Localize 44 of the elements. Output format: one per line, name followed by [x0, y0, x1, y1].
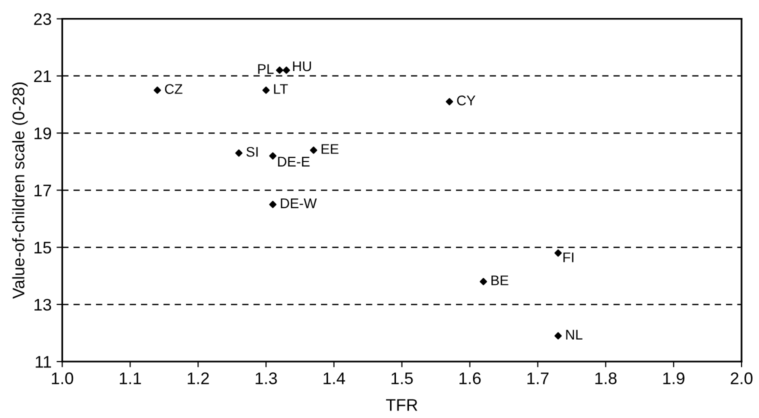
x-tick-label: 2.0	[730, 372, 752, 384]
point	[480, 278, 488, 286]
annotation: HU	[293, 61, 311, 72]
x-axis-title: TFR	[386, 399, 418, 411]
point	[554, 249, 562, 257]
annotation: PL	[258, 64, 274, 74]
y-tick-label: 19	[34, 127, 52, 140]
point	[269, 200, 276, 208]
point	[154, 86, 161, 94]
y-tick-label: 21	[34, 70, 52, 82]
point	[554, 332, 562, 340]
y-tick-label: 11	[36, 356, 52, 368]
point	[269, 152, 276, 160]
y-tick-label: 15	[34, 242, 52, 254]
x-tick-label: 1.8	[595, 372, 617, 384]
y-tick-label: 17	[34, 184, 51, 196]
annotation: LT	[274, 84, 288, 94]
point	[262, 86, 270, 94]
annotation: BE	[491, 276, 508, 286]
annotation: SI	[246, 146, 258, 157]
annotation: EE	[322, 144, 338, 154]
point	[310, 146, 318, 154]
y-tick-label: 23	[34, 13, 52, 26]
point	[282, 66, 290, 74]
x-tick-label: 1.5	[392, 372, 413, 384]
y-axis-title: Value-of-children scale (0-28)	[12, 82, 28, 299]
x-tick-label: 1.1	[120, 372, 141, 384]
x-tick-label: 1.6	[460, 372, 481, 384]
annotation: CZ	[164, 84, 182, 94]
x-tick-label: 1.0	[52, 372, 74, 384]
x-tick-label: 1.4	[324, 372, 346, 384]
annotation: DE-E	[278, 156, 310, 166]
point	[235, 149, 242, 157]
annotation: DE-W	[280, 198, 317, 208]
x-tick-label: 1.7	[527, 372, 548, 384]
point	[446, 98, 454, 106]
annotation: FI	[563, 252, 574, 262]
x-tick-label: 1.2	[188, 372, 209, 384]
x-tick-label: 1.3	[256, 372, 277, 384]
annotation: NL	[566, 330, 582, 340]
y-tick-label: 13	[34, 298, 52, 311]
point	[276, 66, 284, 74]
annotation: CY	[457, 96, 476, 106]
x-tick-label: 1.9	[663, 372, 684, 384]
